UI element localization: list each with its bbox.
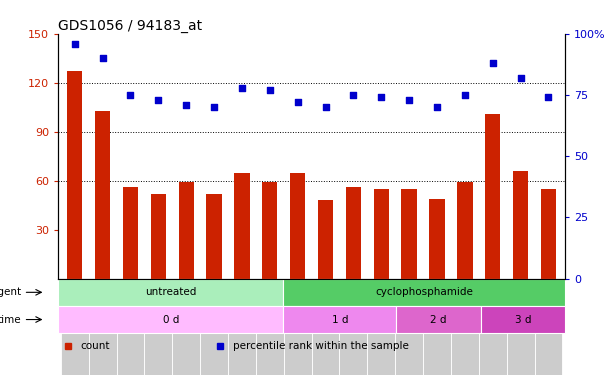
Text: GSM41455: GSM41455 xyxy=(516,284,525,333)
Bar xyxy=(207,194,222,279)
Bar xyxy=(144,279,172,375)
Point xyxy=(321,104,331,110)
Bar xyxy=(396,306,481,333)
Point xyxy=(265,87,275,93)
Bar xyxy=(234,172,250,279)
Text: GSM41446: GSM41446 xyxy=(265,284,274,333)
Bar xyxy=(346,187,361,279)
Bar xyxy=(178,182,194,279)
Text: cyclophosphamide: cyclophosphamide xyxy=(375,287,474,297)
Bar xyxy=(95,111,111,279)
Text: GSM41447: GSM41447 xyxy=(293,284,302,333)
Bar xyxy=(481,306,565,333)
Bar xyxy=(123,187,138,279)
Text: 2 d: 2 d xyxy=(430,315,447,324)
Bar xyxy=(485,114,500,279)
Bar xyxy=(513,171,529,279)
Point xyxy=(153,97,163,103)
Point xyxy=(293,99,302,105)
Text: GSM41454: GSM41454 xyxy=(488,284,497,333)
Point xyxy=(181,102,191,108)
Bar xyxy=(228,279,256,375)
Text: GSM41445: GSM41445 xyxy=(238,284,246,333)
Bar xyxy=(457,182,472,279)
Bar xyxy=(284,306,396,333)
Point xyxy=(70,40,79,46)
Point xyxy=(209,104,219,110)
Bar xyxy=(451,279,479,375)
Text: GSM41439: GSM41439 xyxy=(70,284,79,333)
Text: GSM41450: GSM41450 xyxy=(377,284,386,333)
Bar xyxy=(262,182,277,279)
Bar xyxy=(172,279,200,375)
Point xyxy=(126,92,136,98)
Text: GSM41448: GSM41448 xyxy=(321,284,330,333)
Point xyxy=(98,55,108,61)
Bar xyxy=(284,279,565,306)
Text: GSM41451: GSM41451 xyxy=(404,284,414,333)
Text: untreated: untreated xyxy=(145,287,196,297)
Bar xyxy=(423,279,451,375)
Bar xyxy=(401,189,417,279)
Text: GSM41444: GSM41444 xyxy=(210,284,219,332)
Text: GSM41440: GSM41440 xyxy=(98,284,107,333)
Bar xyxy=(373,189,389,279)
Point xyxy=(544,94,554,100)
Point xyxy=(516,75,525,81)
Text: percentile rank within the sample: percentile rank within the sample xyxy=(233,342,409,351)
Bar xyxy=(290,172,306,279)
Text: count: count xyxy=(81,342,111,351)
Bar xyxy=(312,279,340,375)
Text: GSM41443: GSM41443 xyxy=(181,284,191,333)
Text: 3 d: 3 d xyxy=(514,315,531,324)
Text: GSM41453: GSM41453 xyxy=(460,284,469,333)
Bar xyxy=(89,279,117,375)
Point xyxy=(460,92,470,98)
Bar xyxy=(117,279,144,375)
Text: GSM41441: GSM41441 xyxy=(126,284,135,333)
Point xyxy=(376,94,386,100)
Bar xyxy=(284,279,312,375)
Bar xyxy=(58,279,284,306)
Text: GSM41456: GSM41456 xyxy=(544,284,553,333)
Bar xyxy=(318,200,333,279)
Point xyxy=(432,104,442,110)
Text: GSM41442: GSM41442 xyxy=(154,284,163,332)
Bar xyxy=(67,71,82,279)
Text: GSM41452: GSM41452 xyxy=(433,284,442,333)
Bar xyxy=(367,279,395,375)
Bar xyxy=(61,279,89,375)
Text: GSM41449: GSM41449 xyxy=(349,284,358,333)
Point xyxy=(348,92,358,98)
Point xyxy=(237,85,247,91)
Bar xyxy=(340,279,367,375)
Bar xyxy=(256,279,284,375)
Bar xyxy=(535,279,562,375)
Bar xyxy=(479,279,507,375)
Bar xyxy=(151,194,166,279)
Text: time: time xyxy=(0,315,21,324)
Text: 0 d: 0 d xyxy=(163,315,179,324)
Bar xyxy=(541,189,556,279)
Text: GDS1056 / 94183_at: GDS1056 / 94183_at xyxy=(58,19,202,33)
Bar xyxy=(58,306,284,333)
Text: 1 d: 1 d xyxy=(332,315,348,324)
Point xyxy=(404,97,414,103)
Bar xyxy=(200,279,228,375)
Point xyxy=(488,60,497,66)
Bar xyxy=(395,279,423,375)
Bar xyxy=(507,279,535,375)
Bar xyxy=(430,199,445,279)
Text: agent: agent xyxy=(0,287,21,297)
